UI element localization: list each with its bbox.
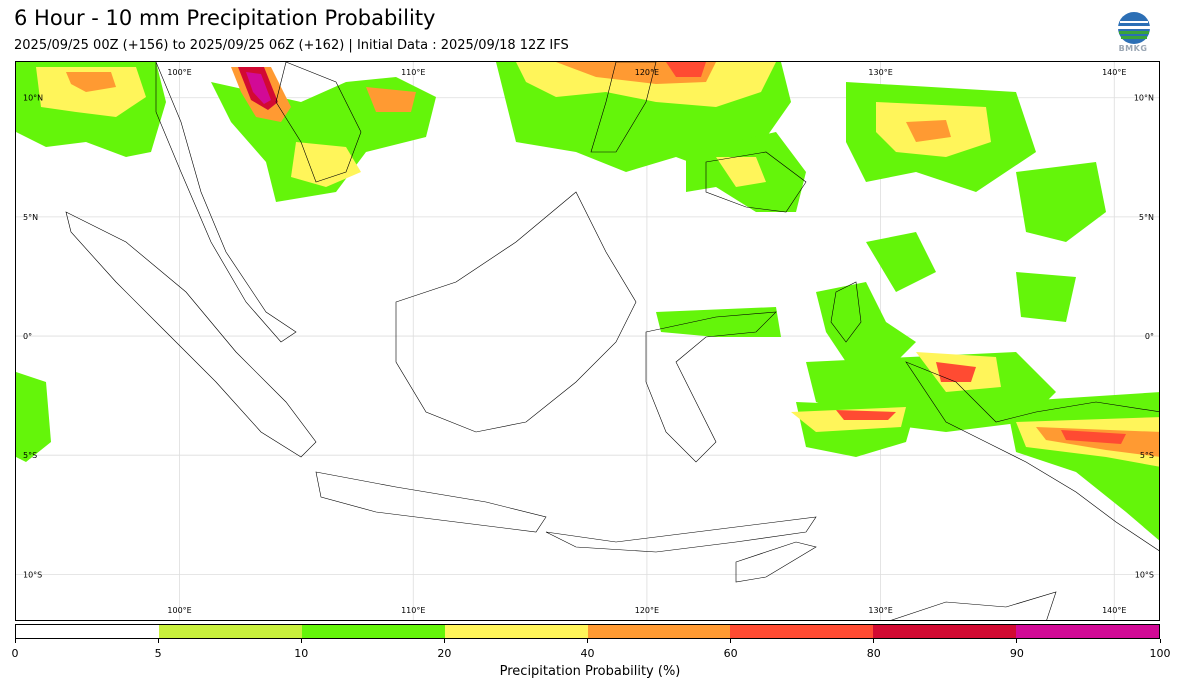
coastline-vietnam [275, 62, 362, 183]
precip-area [1016, 272, 1076, 322]
precip-area [816, 282, 916, 362]
lon-label-top: 110°E [401, 68, 425, 77]
precip-area [1026, 192, 1076, 232]
colorbar-segment [16, 625, 159, 638]
precip-area [516, 62, 776, 107]
colorbar-tick-mark [873, 639, 875, 643]
lon-label-top: 100°E [167, 68, 191, 77]
precip-area [666, 62, 706, 77]
colorbar-label: Precipitation Probability (%) [499, 664, 681, 679]
colorbar-segment [158, 625, 302, 638]
colorbar-tick-mark [443, 639, 445, 643]
coastline-sulawesi [645, 311, 777, 463]
colorbar [15, 624, 1160, 639]
precip-area [291, 142, 361, 187]
precip-area [866, 232, 936, 292]
coastline-maluku [830, 281, 862, 343]
colorbar-tick-label: 10 [294, 647, 309, 660]
precip-area [1061, 430, 1126, 444]
coastline-borneo [395, 191, 637, 433]
precip-area [36, 67, 146, 117]
coastline-australia [891, 591, 1057, 620]
precip-area [366, 87, 416, 112]
lat-label-left: 5°N [23, 213, 38, 222]
colorbar-tick-label: 5 [154, 647, 162, 660]
precip-area [1006, 392, 1159, 541]
colorbar-tick-mark [300, 639, 302, 643]
colorbar-tick-label: 20 [437, 647, 452, 660]
lat-label-right: 5°S [1140, 451, 1154, 460]
colorbar-tick-label: 100 [1149, 647, 1171, 660]
precipitation-map: 100°E 100°E 110°E 110°E 120°E 120°E 130°E 130°E… [15, 61, 1160, 621]
precip-area [906, 120, 951, 142]
precip-area [66, 72, 116, 92]
colorbar-tick-label: 40 [580, 647, 595, 660]
colorbar-tick-label: 0 [11, 647, 19, 660]
coastline-sumatra [65, 211, 317, 458]
lon-label-bottom: 100°E [167, 606, 191, 615]
coastline-papua [905, 361, 1159, 552]
colorbar-segment [873, 625, 1017, 638]
map-labels: 100°E 100°E 110°E 110°E 120°E 120°E 130°E 130°E… [23, 68, 1154, 615]
colorbar-segment [587, 625, 731, 638]
lat-label-left: 5°S [23, 451, 37, 460]
precip-area [16, 372, 51, 462]
coastline-malay [155, 62, 297, 343]
coastline-timor [735, 541, 817, 583]
lat-label-right: 5°N [1139, 213, 1154, 222]
colorbar-segment [301, 625, 445, 638]
map-canvas: 100°E 100°E 110°E 110°E 120°E 120°E 130°E 130°E… [16, 62, 1159, 620]
lat-label-right: 0° [1145, 332, 1154, 341]
coastline-java [315, 471, 547, 533]
lon-label-top: 120°E [635, 68, 659, 77]
colorbar-tick-mark [157, 639, 159, 643]
colorbar-segment [1016, 625, 1159, 638]
lat-label-right: 10°N [1134, 94, 1154, 103]
colorbar-tick-mark [1016, 639, 1018, 643]
page-title: 6 Hour - 10 mm Precipitation Probability [14, 6, 436, 30]
coastline-nusa [545, 516, 817, 553]
colorbar-tick-mark [1159, 639, 1161, 643]
lon-label-bottom: 130°E [868, 606, 892, 615]
lon-label-top: 130°E [868, 68, 892, 77]
colorbar-tick-mark [14, 639, 16, 643]
bmkg-logo [1118, 12, 1150, 44]
lat-label-left: 10°S [23, 570, 42, 579]
logo-text: BMKG [1118, 44, 1148, 53]
precip-field [16, 62, 1159, 541]
lat-label-left: 10°N [23, 94, 43, 103]
coastline-mindanao [705, 151, 807, 213]
precip-area [716, 157, 766, 187]
precip-area [836, 410, 896, 420]
colorbar-tick-label: 60 [723, 647, 738, 660]
colorbar-segment [730, 625, 874, 638]
colorbar-segment [444, 625, 588, 638]
colorbar-tick-mark [587, 639, 588, 643]
precip-area [656, 307, 781, 337]
lat-label-left: 0° [23, 332, 32, 341]
lon-label-bottom: 140°E [1102, 606, 1126, 615]
lat-label-right: 10°S [1135, 570, 1154, 579]
colorbar-tick-mark [730, 639, 732, 643]
lon-label-top: 140°E [1102, 68, 1126, 77]
precip-area [246, 72, 271, 104]
colorbar-tick-label: 80 [866, 647, 881, 660]
colorbar-tick-label: 90 [1009, 647, 1024, 660]
page-subtitle: 2025/09/25 00Z (+156) to 2025/09/25 06Z … [14, 38, 569, 53]
coastlines [65, 62, 1159, 620]
precip-area [936, 362, 976, 382]
lon-label-bottom: 110°E [401, 606, 425, 615]
lon-label-bottom: 120°E [635, 606, 659, 615]
coastline-luzon [590, 62, 657, 153]
